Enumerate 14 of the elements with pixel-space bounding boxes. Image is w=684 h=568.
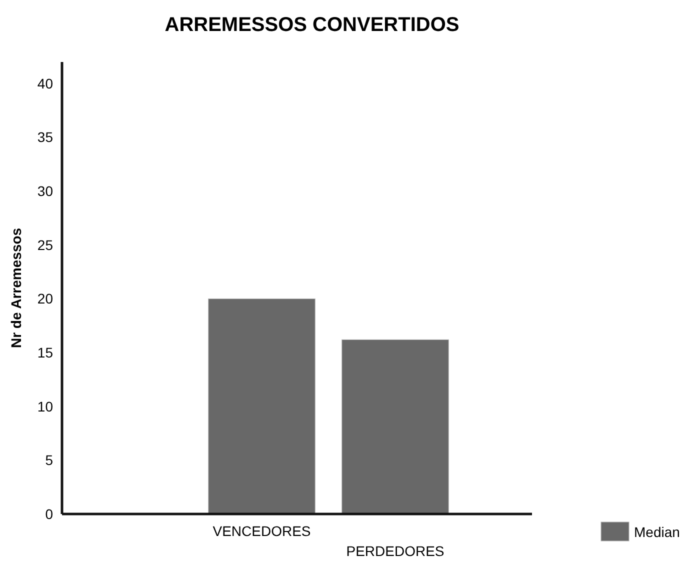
y-tick-label: 30 [37, 183, 54, 200]
y-tick-label: 20 [37, 290, 54, 307]
y-tick-label: 5 [45, 452, 54, 468]
x-tick-label: PERDEDORES [346, 543, 444, 559]
y-tick-label: 10 [37, 398, 54, 414]
y-tick-label: 25 [37, 236, 54, 253]
y-tick-label: 0 [45, 506, 54, 522]
y-tick-label: 15 [37, 344, 54, 360]
y-tick-label: 35 [37, 129, 54, 146]
x-tick-label: VENCEDORES [212, 523, 311, 539]
y-tick-label: 40 [37, 75, 54, 92]
chart-title: ARREMESSOS CONVERTIDOS [164, 14, 460, 36]
legend-label: Median [634, 524, 680, 540]
y-axis-title: Nr de Arremessos [8, 228, 24, 348]
